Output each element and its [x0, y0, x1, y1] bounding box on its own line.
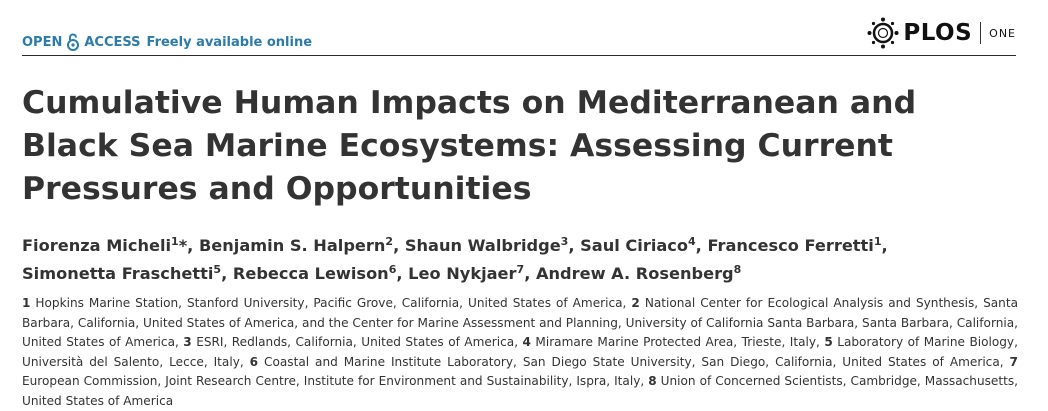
- plos-one-logo[interactable]: PLOS ONE: [866, 17, 1016, 49]
- author-name: Fiorenza Micheli: [22, 236, 172, 255]
- author-name: Rebecca Lewison: [232, 264, 389, 283]
- freely-available-label: Freely available online: [146, 34, 313, 50]
- author-affiliation-ref: 6: [388, 263, 397, 276]
- corresponding-author-mark: *: [178, 236, 188, 255]
- author-name: Shaun Walbridge: [404, 236, 561, 255]
- author-affiliation-ref: 7: [516, 263, 525, 276]
- author-name: Francesco Ferretti: [707, 236, 874, 255]
- author-name: Leo Nykjaer: [408, 264, 517, 283]
- author-affiliation-ref: 1: [171, 235, 179, 248]
- journal-header: OPEN ACCESS Freely available online: [22, 15, 1016, 56]
- affiliation-text: Hopkins Marine Station, Stanford Univers…: [35, 296, 627, 310]
- author-name: Simonetta Fraschetti: [22, 264, 214, 283]
- affiliations: 1 Hopkins Marine Station, Stanford Unive…: [22, 294, 1018, 411]
- author-list: Fiorenza Micheli1*, Benjamin S. Halpern2…: [22, 235, 888, 283]
- author-affiliation-ref: 1: [873, 235, 882, 248]
- affiliation-number: 3: [183, 335, 192, 349]
- affiliation-text: Coastal and Marine Institute Laboratory,…: [264, 354, 1004, 369]
- open-access-lock-icon: [67, 33, 80, 51]
- affiliation-number: 8: [648, 374, 657, 388]
- logo-divider: [980, 22, 982, 44]
- affiliation-number: 5: [824, 335, 833, 349]
- affiliation-text: European Commission, Joint Research Cent…: [22, 374, 645, 388]
- publisher-name: PLOS: [903, 20, 973, 46]
- affiliation-text: ESRI, Redlands, California, United State…: [196, 335, 519, 349]
- author-affiliation-ref: 2: [385, 235, 394, 248]
- author-affiliation-ref: 8: [733, 263, 742, 276]
- author-affiliation-ref: 4: [688, 235, 696, 248]
- open-label: OPEN: [22, 34, 63, 50]
- affiliation-number: 6: [249, 354, 259, 369]
- open-access-banner[interactable]: OPEN ACCESS Freely available online: [22, 33, 312, 51]
- affiliation-number: 4: [522, 335, 531, 349]
- affiliation-number: 7: [1009, 354, 1018, 369]
- affiliation-number: 1: [22, 296, 31, 310]
- affiliation-text: Miramare Marine Protected Area, Trieste,…: [535, 335, 820, 349]
- access-label: ACCESS: [84, 34, 141, 50]
- author-affiliation-ref: 3: [560, 235, 569, 248]
- affiliation-number: 2: [631, 296, 640, 310]
- plos-logo-icon: [866, 16, 900, 50]
- author-name: Benjamin S. Halpern: [198, 236, 386, 255]
- author-name: Andrew A. Rosenberg: [535, 264, 734, 283]
- author-affiliation-ref: 5: [213, 263, 222, 276]
- affiliation-text: Laboratory of Marine Biology, Università…: [22, 335, 1018, 369]
- article-title: Cumulative Human Impacts on Mediterranea…: [22, 85, 917, 207]
- author-name: Saul Ciriaco: [580, 236, 689, 255]
- journal-name: ONE: [989, 26, 1016, 40]
- affiliation-text: National Center for Ecological Analysis …: [22, 296, 1018, 349]
